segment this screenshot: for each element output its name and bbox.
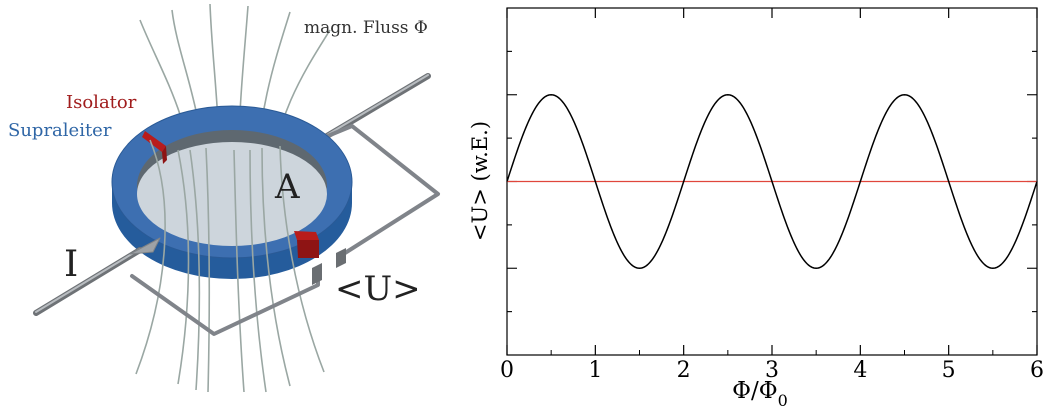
y-axis-label: <U> (w.E.) (468, 121, 492, 241)
isolator-junction-right (294, 231, 319, 240)
x-axis-label-subscript: 0 (778, 391, 788, 410)
flux-line (177, 149, 190, 385)
x-axis-label: Φ/Φ0 (732, 378, 788, 410)
current-contact-cone (129, 237, 161, 255)
isolator-junction-left-side (162, 146, 167, 164)
lower-current-wire-highlight (35, 248, 141, 313)
voltage-lead-front (130, 270, 320, 336)
voltage-contact-plate-upper (336, 248, 346, 268)
x-ticks (506, 8, 1038, 355)
ring-hole-area (137, 142, 327, 246)
flux-line (189, 149, 201, 391)
voltage-series-line (506, 93, 1038, 270)
superconductor-label: Supraleiter (8, 120, 112, 141)
voltage-contact-plate-lower (312, 263, 322, 285)
isolator-junction-right-side (297, 240, 319, 258)
flux-line (249, 149, 267, 393)
flux-line (135, 139, 166, 375)
x-axis-label-main: Φ/Φ (732, 378, 777, 404)
flux-lines-front (135, 139, 325, 393)
x-tick-label: 6 (1030, 358, 1044, 383)
squid-diagram: magn. Fluss Φ Isolator Supraleiter A I <… (8, 3, 440, 393)
flux-line (261, 147, 291, 387)
x-tick-label: 4 (853, 358, 867, 383)
current-label: I (64, 244, 78, 285)
ring-top-rim (111, 105, 353, 259)
x-tick-label: 1 (588, 358, 602, 383)
x-tick-labels: 0 1 2 3 4 5 6 (500, 358, 1044, 383)
x-tick-label: 2 (677, 358, 691, 383)
flux-line (233, 149, 245, 393)
x-tick-label: 3 (765, 358, 779, 383)
voltage-label: <U> (335, 269, 421, 309)
flux-line (205, 147, 211, 393)
isolator-label: Isolator (66, 92, 137, 113)
voltage-lead-back (316, 124, 440, 255)
flux-label: magn. Fluss Φ (304, 18, 428, 38)
x-tick-label: 0 (500, 358, 514, 383)
isolator-junction-left (142, 131, 166, 152)
flux-line (279, 145, 325, 373)
x-tick-label: 5 (942, 358, 956, 383)
area-label: A (274, 167, 300, 207)
